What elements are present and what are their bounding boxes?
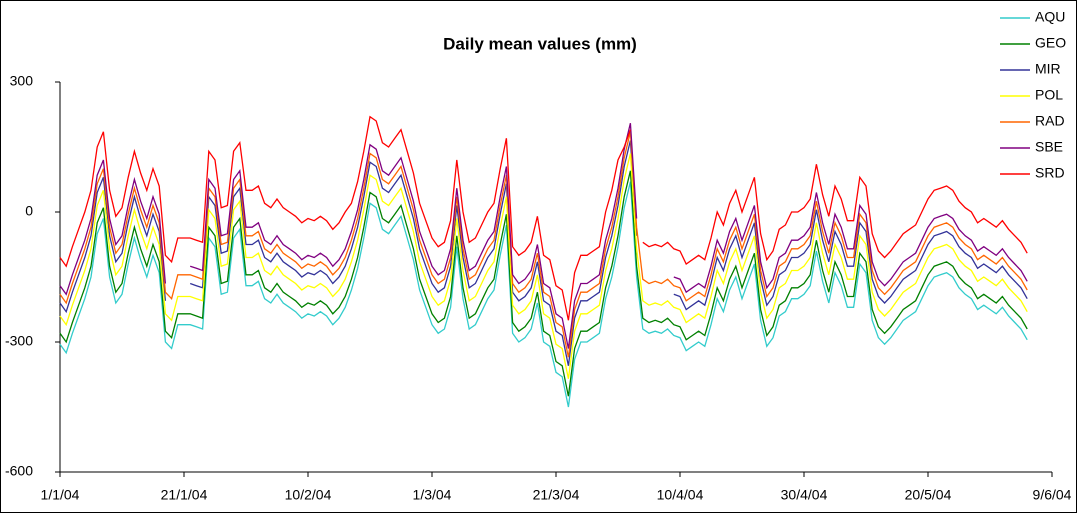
x-tick-label: 30/4/04 (781, 487, 828, 503)
y-tick-label: 0 (25, 203, 33, 219)
legend-label: GEO (1035, 35, 1066, 51)
x-tick-label: 20/5/04 (905, 487, 952, 503)
legend-label: MIR (1035, 61, 1061, 77)
y-tick-label: -600 (5, 463, 33, 479)
series-line (59, 170, 1028, 397)
x-tick-label: 1/1/04 (41, 487, 80, 503)
y-tick-label: -300 (5, 333, 33, 349)
x-tick-label: 21/3/04 (533, 487, 580, 503)
legend-label: POL (1035, 87, 1063, 103)
series-line (59, 181, 1028, 408)
chart-title: Daily mean values (mm) (443, 34, 637, 53)
legend-label: AQU (1035, 9, 1065, 25)
x-tick-label: 10/2/04 (285, 487, 332, 503)
x-tick-label: 10/4/04 (657, 487, 704, 503)
series-line (59, 115, 1028, 321)
series-line (59, 131, 1028, 358)
y-tick-label: 300 (10, 73, 34, 89)
x-tick-label: 21/1/04 (161, 487, 208, 503)
x-tick-label: 1/3/04 (413, 487, 452, 503)
series-line (59, 140, 1028, 366)
x-tick-label: 9/6/04 (1033, 487, 1072, 503)
series-line (59, 123, 1028, 349)
legend-label: SRD (1035, 165, 1065, 181)
legend-label: SBE (1035, 139, 1063, 155)
legend-label: RAD (1035, 113, 1065, 129)
series-line (59, 153, 1028, 379)
